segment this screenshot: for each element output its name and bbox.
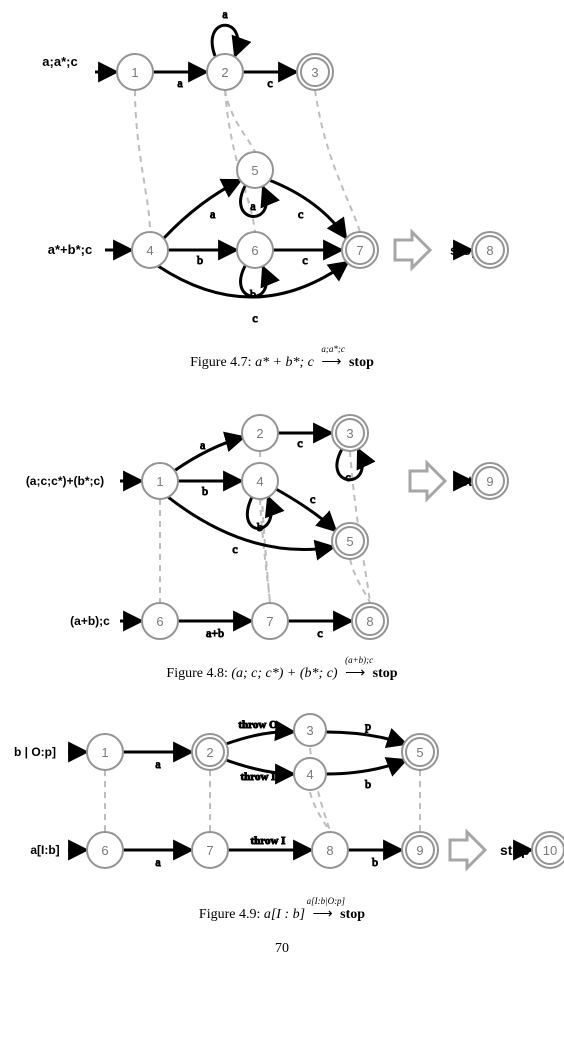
svg-text:1: 1: [156, 474, 163, 489]
svg-text:6: 6: [156, 614, 163, 629]
svg-text:6: 6: [101, 843, 108, 858]
svg-text:stop: stop: [500, 842, 530, 858]
svg-text:c: c: [232, 542, 237, 556]
svg-text:1: 1: [101, 745, 108, 760]
svg-text:a: a: [222, 7, 228, 21]
svg-text:a+b: a+b: [206, 626, 224, 640]
svg-text:c: c: [302, 253, 307, 267]
svg-text:a[I:b]: a[I:b]: [30, 843, 59, 857]
svg-text:throw I: throw I: [251, 835, 286, 847]
fig49-nodes: 1 2 3 4 5 6 7 8 9 10: [87, 714, 564, 868]
fig48-in-top: (a;c;c*)+(b*;c): [26, 474, 142, 488]
svg-text:c: c: [297, 436, 302, 450]
fig49-caption: Figure 4.9: a[I : b] a[I:b|O:p] ⟶ stop: [0, 906, 564, 923]
svg-text:b | O:p]: b | O:p]: [14, 745, 56, 759]
fig48-caption: Figure 4.8: (a; c; c*) + (b*; c) (a+b);c…: [0, 665, 564, 682]
svg-text:3: 3: [306, 723, 313, 738]
svg-text:7: 7: [206, 843, 213, 858]
svg-text:(a+b);c: (a+b);c: [70, 614, 110, 628]
svg-text:5: 5: [251, 163, 258, 178]
fig47-in-mid: a*+b*;c: [48, 242, 132, 257]
svg-text:c: c: [298, 207, 303, 221]
svg-text:9: 9: [486, 474, 493, 489]
fig48-nodes: 1 2 3 4 5 9 6 7 8: [142, 415, 508, 639]
svg-text:8: 8: [366, 614, 373, 629]
fig47-caption: Figure 4.7: a* + b*; c a;a*;c ⟶ stop: [0, 354, 564, 371]
svg-text:throw I: throw I: [241, 771, 276, 783]
fig47-in-top-label: a;a*;c: [42, 54, 77, 69]
svg-text:c: c: [345, 470, 350, 484]
svg-text:a: a: [155, 757, 161, 771]
svg-text:3: 3: [311, 65, 318, 80]
fig47-svg: a;a*;c a*+b*;c a a c a a c b b c: [0, 0, 564, 350]
fig49-edges-top: a throw O throw I p b: [123, 719, 406, 791]
svg-text:3: 3: [346, 426, 353, 441]
svg-text:4: 4: [256, 474, 263, 489]
fig47-bigarrow: stop: [395, 232, 480, 268]
svg-text:8: 8: [486, 243, 493, 258]
svg-text:a: a: [155, 855, 161, 869]
svg-text:c: c: [252, 311, 257, 325]
fig47-nodes: 1 2 3 5 4 6 7 8: [117, 54, 508, 268]
svg-text:6: 6: [251, 243, 258, 258]
fig47-in-top: a;a*;c: [42, 54, 117, 72]
svg-text:p: p: [365, 719, 371, 733]
fig49-svg: b | O:p] a[I:b] a throw O throw I p b a …: [0, 692, 564, 902]
svg-text:c: c: [317, 626, 322, 640]
svg-text:10: 10: [543, 843, 557, 858]
svg-text:2: 2: [256, 426, 263, 441]
svg-text:a: a: [250, 199, 256, 213]
svg-text:a: a: [200, 438, 206, 452]
fig49-in-top: b | O:p]: [14, 745, 87, 759]
svg-text:4: 4: [146, 243, 153, 258]
svg-text:b: b: [372, 855, 378, 869]
page-number: 70: [0, 933, 564, 957]
svg-text:a: a: [177, 76, 183, 90]
svg-text:7: 7: [266, 614, 273, 629]
page: a;a*;c a*+b*;c a a c a a c b b c: [0, 0, 564, 1063]
svg-text:8: 8: [326, 843, 333, 858]
svg-text:b: b: [257, 520, 263, 534]
svg-text:9: 9: [416, 843, 423, 858]
fig48-in-bot: (a+b);c: [70, 614, 142, 628]
svg-text:2: 2: [206, 745, 213, 760]
svg-text:b: b: [250, 287, 256, 301]
svg-text:1: 1: [131, 65, 138, 80]
svg-text:5: 5: [416, 745, 423, 760]
svg-text:c: c: [267, 76, 272, 90]
svg-text:b: b: [202, 484, 208, 498]
svg-text:c: c: [310, 492, 315, 506]
fig47-in-mid-label: a*+b*;c: [48, 242, 92, 257]
fig49-edges-bot: a throw I b: [123, 835, 402, 869]
svg-text:4: 4: [306, 767, 313, 782]
svg-text:(a;c;c*)+(b*;c): (a;c;c*)+(b*;c): [26, 474, 104, 488]
fig49-bigarrow: stop: [450, 832, 532, 868]
svg-text:7: 7: [356, 243, 363, 258]
svg-text:a: a: [210, 207, 216, 221]
fig49-dashed: [105, 748, 420, 832]
svg-text:b: b: [197, 253, 203, 267]
svg-text:throw O: throw O: [238, 719, 278, 731]
fig48-svg: (a;c;c*)+(b*;c) (a+b);c a c c b b c c a+…: [0, 381, 564, 661]
svg-text:2: 2: [221, 65, 228, 80]
svg-text:5: 5: [346, 534, 353, 549]
fig49-in-bot: a[I:b]: [30, 843, 87, 857]
svg-text:b: b: [365, 777, 371, 791]
